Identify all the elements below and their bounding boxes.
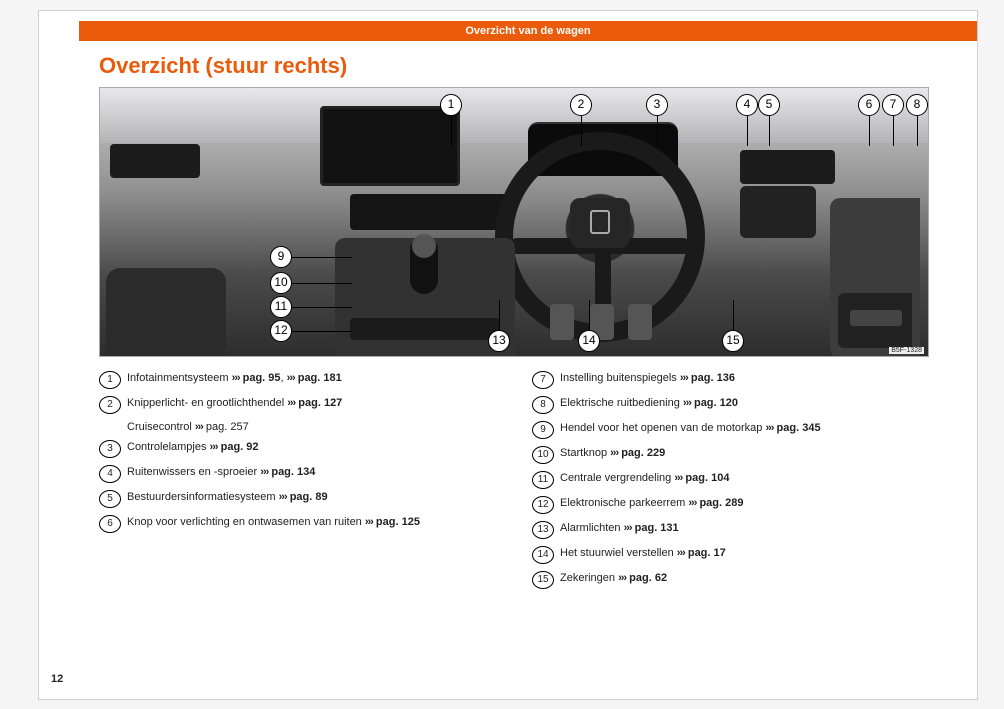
callout-6: 6 — [858, 94, 880, 116]
manual-page: Overzicht van de wagen Overzicht (stuur … — [38, 10, 978, 700]
legend-item-text: Elektrische ruitbediening ››› pag. 120 — [560, 396, 929, 411]
callout-3: 3 — [646, 94, 668, 116]
legend-item-9: 9 Hendel voor het openen van de motorkap … — [532, 421, 929, 439]
legend-col-2: 7 Instelling buitenspiegels ››› pag. 136 8… — [532, 371, 929, 596]
legend-item-number: 9 — [532, 421, 554, 439]
vent-right — [740, 150, 835, 184]
legend-item-number: 3 — [99, 440, 121, 458]
brand-logo-icon — [590, 210, 610, 234]
legend-item-10: 10 Startknop ››› pag. 229 — [532, 446, 929, 464]
legend-item-text: Instelling buitenspiegels ››› pag. 136 — [560, 371, 929, 386]
pedal — [628, 304, 652, 340]
legend-item-text: Bestuurdersinformatiesysteem ››› pag. 89 — [127, 490, 496, 505]
legend-item-number: 1 — [99, 371, 121, 389]
callout-1: 1 — [440, 94, 462, 116]
callout-13: 13 — [488, 330, 510, 352]
legend-item-text: Hendel voor het openen van de motorkap ›… — [560, 421, 929, 436]
legend-item-12: 12 Elektronische parkeerrem ››› pag. 289 — [532, 496, 929, 514]
legend-item-text: Elektronische parkeerrem ››› pag. 289 — [560, 496, 929, 511]
legend-item-number: 14 — [532, 546, 554, 564]
legend-item-number: 12 — [532, 496, 554, 514]
legend-item-7: 7 Instelling buitenspiegels ››› pag. 136 — [532, 371, 929, 389]
legend-item-text: Centrale vergrendeling ››› pag. 104 — [560, 471, 929, 486]
legend-item-text: Controlelampjes ››› pag. 92 — [127, 440, 496, 455]
callout-9: 9 — [270, 246, 292, 268]
switch-panel — [740, 186, 816, 238]
page-number: 12 — [51, 673, 63, 685]
legend-item-text: Knop voor verlichting en ontwasemen van … — [127, 515, 496, 530]
figure-code: B5F-1328 — [889, 347, 924, 354]
legend-item-number: 4 — [99, 465, 121, 483]
callout-14: 14 — [578, 330, 600, 352]
vent-center — [350, 194, 510, 230]
seat-left — [106, 268, 226, 357]
section-header: Overzicht van de wagen — [79, 21, 977, 41]
legend-item-4: 4 Ruitenwissers en -sproeier ››› pag. 134 — [99, 465, 496, 483]
dash-top — [100, 88, 928, 143]
legend-item-5: 5 Bestuurdersinformatiesysteem ››› pag. 8… — [99, 490, 496, 508]
callout-12: 12 — [270, 320, 292, 342]
legend-item-text: Alarmlichten ››› pag. 131 — [560, 521, 929, 536]
legend-item-15: 15 Zekeringen ››› pag. 62 — [532, 571, 929, 589]
legend-item-number: 8 — [532, 396, 554, 414]
legend-subitem: Cruisecontrol ››› pag. 257 — [127, 421, 496, 433]
console-buttons — [350, 318, 500, 340]
legend-col-1: 1 Infotainmentsysteem ››› pag. 95, ››› pa… — [99, 371, 496, 596]
legend-item-6: 6 Knop voor verlichting en ontwasemen van… — [99, 515, 496, 533]
callout-5: 5 — [758, 94, 780, 116]
legend-item-number: 11 — [532, 471, 554, 489]
legend-item-2: 2 Knipperlicht- en grootlichthendel ››› p… — [99, 396, 496, 414]
legend-item-number: 5 — [99, 490, 121, 508]
legend-item-3: 3 Controlelampjes ››› pag. 92 — [99, 440, 496, 458]
legend-item-8: 8 Elektrische ruitbediening ››› pag. 120 — [532, 396, 929, 414]
legend-item-text: Infotainmentsysteem ››› pag. 95, ››› pag… — [127, 371, 496, 386]
legend-item-14: 14 Het stuurwiel verstellen ››› pag. 17 — [532, 546, 929, 564]
legend-item-number: 2 — [99, 396, 121, 414]
legend-item-text: Het stuurwiel verstellen ››› pag. 17 — [560, 546, 929, 561]
legend-item-text: Ruitenwissers en -sproeier ››› pag. 134 — [127, 465, 496, 480]
shift-knob — [412, 234, 436, 258]
callout-8: 8 — [906, 94, 928, 116]
legend-item-number: 15 — [532, 571, 554, 589]
legend-item-11: 11 Centrale vergrendeling ››› pag. 104 — [532, 471, 929, 489]
legend-columns: 1 Infotainmentsysteem ››› pag. 95, ››› pa… — [99, 371, 929, 596]
callout-7: 7 — [882, 94, 904, 116]
callout-10: 10 — [270, 272, 292, 294]
legend-item-number: 6 — [99, 515, 121, 533]
infotainment-screen — [320, 106, 460, 186]
legend-item-text: Zekeringen ››› pag. 62 — [560, 571, 929, 586]
dashboard-figure: B5F-1328 123456781314159101112 — [99, 87, 929, 357]
legend-item-number: 7 — [532, 371, 554, 389]
legend-item-number: 13 — [532, 521, 554, 539]
callout-2: 2 — [570, 94, 592, 116]
callout-11: 11 — [270, 296, 292, 318]
legend-item-text: Knipperlicht- en grootlichthendel ››› pa… — [127, 396, 496, 411]
callout-4: 4 — [736, 94, 758, 116]
window-switches — [850, 310, 902, 326]
legend-item-1: 1 Infotainmentsysteem ››› pag. 95, ››› pa… — [99, 371, 496, 389]
legend-item-text: Startknop ››› pag. 229 — [560, 446, 929, 461]
legend-item-number: 10 — [532, 446, 554, 464]
page-title: Overzicht (stuur rechts) — [99, 53, 347, 79]
callout-15: 15 — [722, 330, 744, 352]
vent-left — [110, 144, 200, 178]
pedal — [550, 304, 574, 340]
legend-item-13: 13 Alarmlichten ››› pag. 131 — [532, 521, 929, 539]
